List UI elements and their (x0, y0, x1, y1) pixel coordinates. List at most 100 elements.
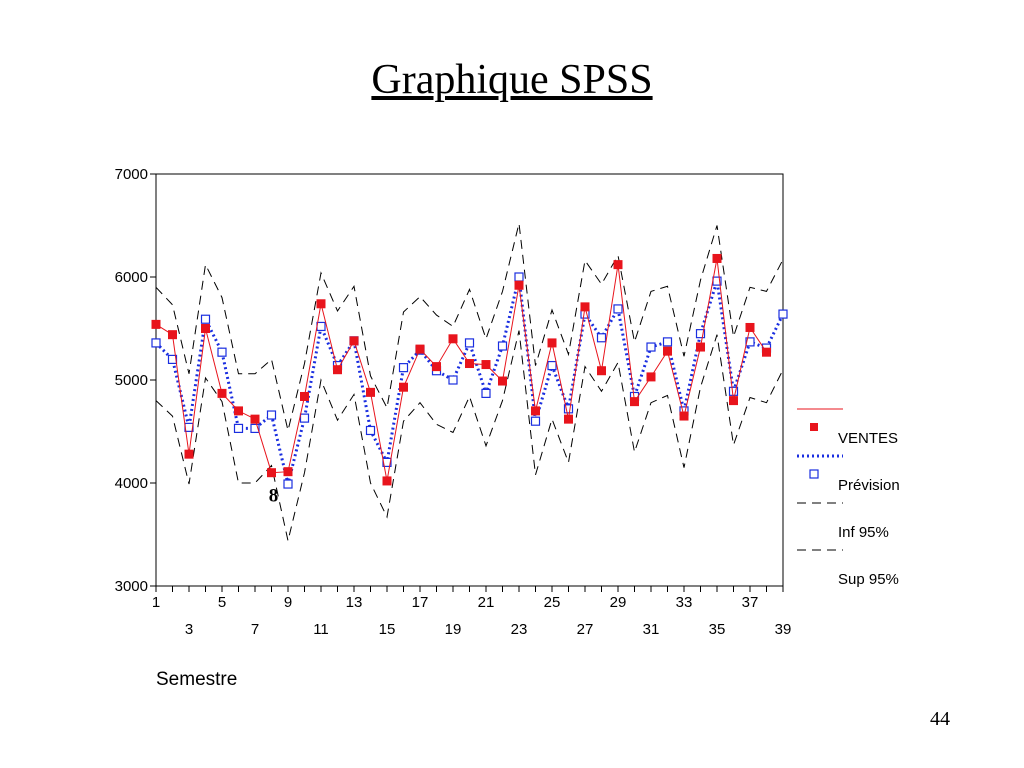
y-tick-label: 3000 (115, 578, 148, 595)
x-tick-label: 21 (478, 594, 495, 611)
data-point (613, 304, 623, 314)
x-tick-label: 15 (379, 621, 396, 638)
data-point (299, 413, 310, 423)
data-point (662, 337, 673, 347)
x-tick-label: 35 (709, 621, 726, 638)
x-tick-label: 17 (412, 594, 429, 611)
series-line-pr-vision (154, 276, 785, 485)
legend-item-pr-vision: Prévision (797, 454, 900, 494)
data-point (184, 449, 194, 459)
data-point (365, 425, 376, 436)
data-point (300, 391, 309, 401)
data-point (679, 411, 689, 421)
data-point (630, 397, 639, 407)
y-tick-label: 6000 (115, 269, 148, 286)
data-point (695, 329, 706, 339)
x-tick-label: 9 (284, 594, 292, 611)
data-point (778, 309, 788, 319)
data-point (201, 324, 210, 333)
data-point (497, 341, 508, 351)
series-layer (151, 223, 788, 541)
data-point (151, 338, 161, 348)
series-line-ventes (155, 258, 767, 481)
data-point (498, 376, 507, 386)
data-point (745, 337, 755, 347)
annotation-layer: 8 (269, 485, 279, 506)
data-point (250, 423, 260, 434)
plot-frame (155, 173, 784, 587)
x-tick-label: 31 (643, 621, 660, 638)
data-point (712, 253, 722, 263)
data-point (448, 334, 458, 344)
data-point (597, 366, 606, 376)
data-point (283, 467, 293, 477)
data-point (432, 362, 441, 372)
y-axis: 3000 4000 5000 6000 7000 (115, 166, 156, 595)
point-annotation: 8 (269, 485, 279, 506)
data-point (168, 330, 177, 340)
data-point (267, 468, 276, 478)
data-point (613, 260, 623, 270)
data-point (481, 360, 491, 370)
series-line-sup-95 (155, 223, 784, 431)
x-tick-label: 23 (511, 621, 528, 638)
x-tick-label: 7 (251, 621, 259, 638)
x-axis-title: Semestre (156, 669, 237, 690)
data-point (646, 372, 656, 382)
data-point (547, 360, 557, 371)
data-point (382, 457, 392, 467)
data-point (266, 410, 277, 420)
data-point (250, 414, 260, 424)
data-point (283, 479, 293, 489)
data-point (663, 346, 672, 356)
data-point (531, 406, 540, 416)
data-point (349, 336, 359, 346)
data-point (464, 338, 475, 348)
data-point (729, 396, 738, 406)
data-point (333, 365, 342, 375)
data-point (167, 354, 178, 364)
legend-swatch-marker (809, 469, 819, 479)
x-tick-label: 19 (445, 621, 462, 638)
data-point (465, 359, 474, 369)
data-point (382, 476, 392, 486)
x-tick-label: 1 (152, 594, 160, 611)
data-point (415, 344, 425, 354)
data-point (217, 388, 227, 398)
legend-swatch-marker (810, 423, 818, 431)
y-tick-label: 4000 (115, 475, 148, 492)
data-point (151, 319, 161, 329)
data-point (316, 299, 326, 309)
x-tick-label: 33 (676, 594, 693, 611)
y-tick-label: 7000 (115, 166, 148, 183)
data-point (316, 321, 326, 332)
data-point (399, 382, 408, 392)
x-tick-label: 37 (742, 594, 759, 611)
legend-label: VENTES (838, 430, 898, 447)
y-tick-label: 5000 (115, 372, 148, 389)
slide-number: 44 (930, 708, 950, 730)
x-tick-label: 27 (577, 621, 594, 638)
data-point (745, 322, 755, 332)
slide-title: Graphique SPSS (371, 57, 653, 103)
data-point (448, 375, 458, 385)
x-tick-label: 29 (610, 594, 627, 611)
series-sup-95 (155, 223, 784, 431)
x-tick-label: 39 (775, 621, 792, 638)
data-point (200, 314, 211, 324)
legend-label: Prévision (838, 477, 900, 494)
legend-label: Inf 95% (838, 524, 889, 541)
data-point (596, 333, 607, 343)
data-point (398, 363, 409, 373)
data-point (547, 338, 557, 348)
legend-item-ventes: VENTES (797, 408, 898, 447)
series-pr-vision (151, 272, 788, 489)
legend-label: Sup 95% (838, 571, 899, 588)
data-point (514, 272, 524, 282)
data-point (563, 404, 574, 414)
data-point (366, 387, 375, 397)
x-tick-label: 25 (544, 594, 561, 611)
data-point (514, 280, 524, 290)
data-point (564, 414, 573, 424)
